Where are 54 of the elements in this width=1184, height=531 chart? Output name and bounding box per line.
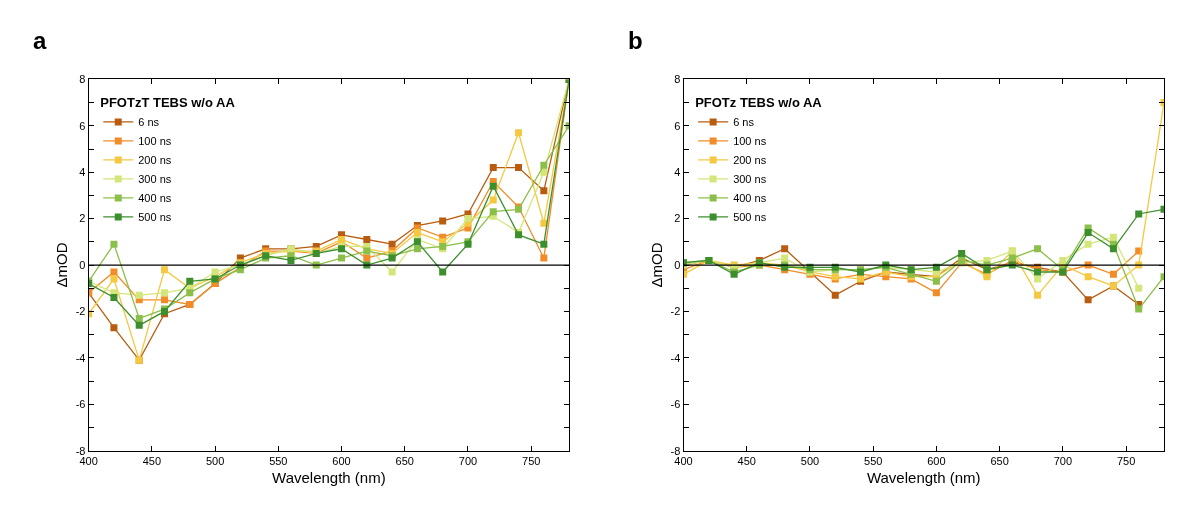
legend-title: PFOTz TEBS w/o AA bbox=[695, 95, 823, 111]
y-axis-title: ΔmOD bbox=[52, 242, 70, 288]
x-tick-label: 400 bbox=[79, 454, 98, 467]
x-tick-label: 600 bbox=[332, 454, 351, 467]
y-axis-title: ΔmOD bbox=[647, 242, 665, 288]
y-tick-label: 2 bbox=[79, 212, 86, 225]
y-tick-label: -8 bbox=[670, 444, 681, 457]
y-tick-label: -4 bbox=[75, 351, 86, 364]
y-tick-label: -6 bbox=[670, 398, 681, 411]
y-tick-label: 8 bbox=[79, 73, 86, 86]
x-tick-label: 700 bbox=[1053, 454, 1073, 467]
legend-label: 400 ns bbox=[138, 192, 172, 205]
x-tick-label: 550 bbox=[269, 454, 288, 467]
y-tick-label: -8 bbox=[75, 444, 86, 457]
x-tick-label: 750 bbox=[1116, 454, 1136, 467]
legend-label: 100 ns bbox=[733, 135, 767, 148]
x-tick-label: 550 bbox=[864, 454, 883, 467]
legend-label: 300 ns bbox=[733, 173, 767, 186]
y-tick-label: 4 bbox=[79, 166, 86, 179]
y-tick-label: -4 bbox=[670, 351, 681, 364]
y-tick-label: 8 bbox=[674, 73, 681, 86]
legend-label: 500 ns bbox=[138, 211, 172, 224]
x-tick-label: 500 bbox=[800, 454, 820, 467]
y-tick-label: 6 bbox=[674, 119, 681, 132]
x-tick-label: 650 bbox=[395, 454, 414, 467]
legend-title: PFOTzT TEBS w/o AA bbox=[100, 95, 236, 111]
text: a bbox=[33, 27, 47, 54]
y-tick-label: 0 bbox=[79, 258, 86, 271]
y-tick-label: 2 bbox=[674, 212, 681, 225]
x-tick-label: 400 bbox=[674, 454, 693, 467]
legend-label: 6 ns bbox=[138, 116, 160, 129]
legend-label: 500 ns bbox=[733, 211, 767, 224]
x-axis-title: Wavelength (nm) bbox=[866, 468, 981, 486]
y-tick-label: -2 bbox=[75, 305, 86, 318]
y-tick-label: 0 bbox=[674, 258, 681, 271]
legend-label: 6 ns bbox=[733, 116, 755, 129]
x-tick-label: 700 bbox=[458, 454, 478, 467]
y-tick-label: 4 bbox=[674, 166, 681, 179]
legend-label: 400 ns bbox=[733, 192, 767, 205]
x-tick-label: 650 bbox=[990, 454, 1009, 467]
legend-label: 200 ns bbox=[138, 154, 172, 167]
text: b bbox=[628, 27, 643, 54]
x-tick-label: 600 bbox=[927, 454, 946, 467]
x-axis-title: Wavelength (nm) bbox=[272, 468, 386, 486]
y-tick-label: -6 bbox=[75, 398, 86, 411]
y-tick-label: 6 bbox=[79, 119, 86, 132]
legend-label: 300 ns bbox=[138, 173, 172, 186]
legend-label: 100 ns bbox=[138, 135, 172, 148]
x-tick-label: 450 bbox=[142, 454, 162, 467]
x-tick-label: 500 bbox=[205, 454, 225, 467]
x-tick-label: 750 bbox=[522, 454, 541, 467]
x-tick-label: 450 bbox=[737, 454, 756, 467]
legend-label: 200 ns bbox=[733, 154, 767, 167]
y-tick-label: -2 bbox=[670, 305, 681, 318]
